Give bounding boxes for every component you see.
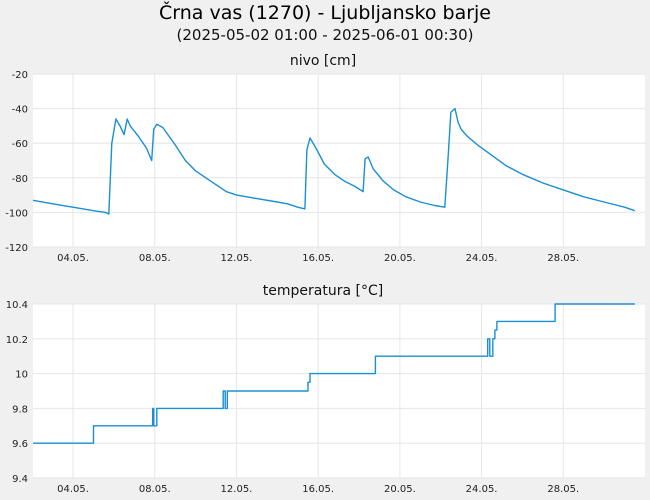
y-tick-label: 9.8 [12,404,28,415]
x-tick-label: 24.05. [466,484,498,495]
plot-area [33,74,645,247]
y-tick-label: -60 [12,139,28,150]
series-line [33,303,635,444]
panel-title: nivo [cm] [290,53,356,69]
x-tick-label: 20.05. [384,253,416,264]
y-tick-label: -100 [5,208,28,219]
x-tick-label: 04.05. [57,253,89,264]
x-tick-label: 08.05. [139,484,171,495]
chart-title: Črna vas (1270) - Ljubljansko barje [159,2,491,24]
y-tick-label: -120 [5,243,28,254]
y-tick-label: 9.6 [12,439,28,450]
x-tick-label: 28.05. [547,484,579,495]
panel-title: temperatura [°C] [263,283,383,299]
x-tick-label: 16.05. [302,484,334,495]
chart-subtitle: (2025-05-02 01:00 - 2025-06-01 00:30) [176,26,474,44]
x-tick-label: 04.05. [57,484,89,495]
y-tick-label: 10 [15,370,28,381]
series-line [32,107,636,215]
x-tick-label: 16.05. [302,253,334,264]
plot-area [33,304,645,478]
x-tick-label: 08.05. [139,253,171,264]
x-tick-label: 12.05. [221,484,253,495]
x-tick-label: 28.05. [547,253,579,264]
y-tick-label: 10.4 [6,300,28,311]
x-tick-label: 12.05. [221,253,253,264]
y-tick-label: 10.2 [6,335,28,346]
x-tick-label: 20.05. [384,484,416,495]
x-tick-label: 24.05. [466,253,498,264]
y-tick-label: -80 [12,174,28,185]
y-tick-label: 9.4 [12,474,28,485]
y-tick-label: -40 [12,105,28,116]
y-tick-label: -20 [12,70,28,81]
